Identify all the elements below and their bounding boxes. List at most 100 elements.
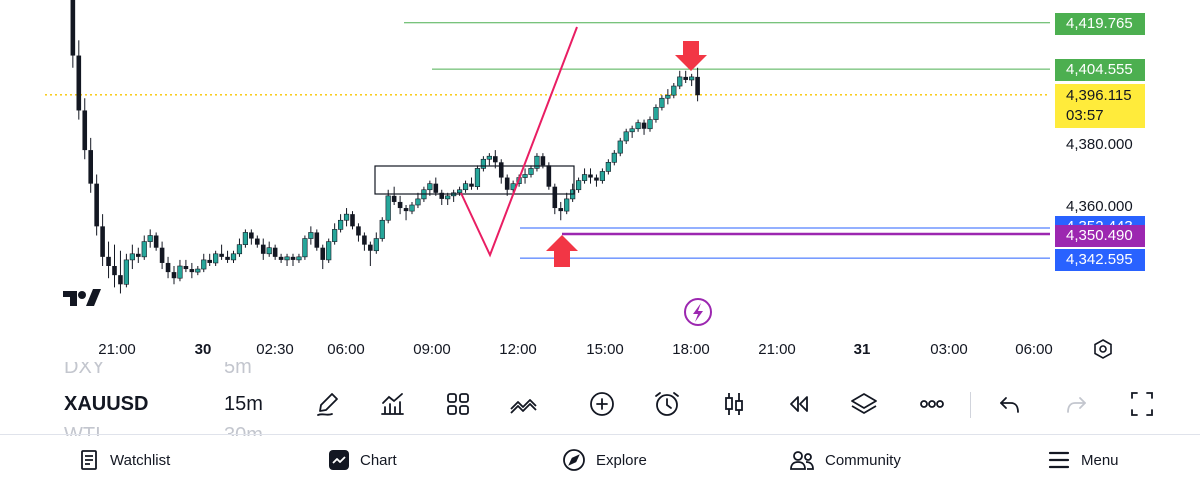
price-tag[interactable]: 4,350.490 [1055,225,1145,247]
symbol-picker[interactable]: DXY 5m XAUUSD 15m WTI 30m [48,362,318,436]
time-label: 21:00 [758,341,796,358]
candle-down [368,244,373,251]
nav-explore[interactable]: Explore [562,435,647,485]
nav-menu[interactable]: Menu [1047,435,1119,485]
candle-up [427,183,433,191]
price-label-4380: 4,380.000 [1066,136,1133,153]
candle-up [611,152,617,163]
candle-down [695,76,700,96]
candlesticks [70,0,700,294]
candle-up [445,195,451,200]
indicators-icon [381,393,404,415]
price-tag[interactable]: 4,419.765 [1055,13,1145,35]
candle-down [320,247,326,260]
candle-down [189,269,195,273]
candle-down [225,256,230,260]
candle-up [373,238,379,252]
candle-up [147,235,153,242]
candle-up [617,140,623,154]
templates-button[interactable] [436,382,480,426]
candle-down [100,226,105,257]
candle-up [123,259,129,285]
time-label: 15:00 [586,341,624,358]
layers-button[interactable] [842,382,886,426]
symbol-row-prev[interactable]: DXY 5m [64,362,252,379]
alarm-icon [655,392,679,416]
replay-button[interactable] [776,382,820,426]
candle-up [534,155,540,169]
symbol-row-current[interactable]: XAUUSD 15m [64,393,263,416]
undo-icon [1000,397,1019,413]
candle-up [635,122,641,130]
candle-down [683,76,688,80]
chart-type-button[interactable] [712,382,756,426]
candle-down [183,266,189,270]
more-button[interactable] [910,382,954,426]
candle-down [118,275,123,285]
candle-down [397,201,403,209]
candle-up [195,268,201,273]
candle-up [671,85,677,96]
chart-area[interactable]: 4,419.7654,404.5554,396.11503:574,352.44… [0,0,1200,368]
time-label: 09:00 [413,341,451,358]
trend-line [460,26,578,258]
candle-down [558,208,564,212]
candle-up [141,241,147,258]
more-icon [920,400,944,408]
redo-icon [1067,397,1086,413]
candle-up [665,94,671,99]
alert-button[interactable] [645,382,689,426]
draw-tool-button[interactable] [306,382,350,426]
compare-button[interactable] [502,382,546,426]
fullscreen-button[interactable] [1120,382,1164,426]
add-button[interactable] [580,382,624,426]
time-label: 21:00 [98,341,136,358]
candle-up [659,97,665,108]
candle-up [385,195,391,221]
symbol-name: XAUUSD [64,393,149,415]
candle-down [498,162,504,178]
candle-down [403,208,409,212]
candle-down [207,259,212,263]
layers-icon [851,393,877,414]
undo-button[interactable] [988,382,1032,426]
price-tag-value: 4,396.115 [1066,87,1132,104]
candle-down [249,232,254,239]
price-tag[interactable]: 4,396.115 03:57 [1055,84,1145,128]
candle-up [456,189,463,194]
candle-down [153,235,159,248]
pencil-icon [317,393,338,416]
price-chart[interactable] [0,0,1200,368]
candle-up [409,204,415,212]
candle-up [522,174,528,178]
candle-up [486,155,492,160]
candle-down [290,256,296,260]
nav-chart[interactable]: Chart [328,435,397,485]
nav-label: Explore [596,451,647,469]
indicators-button[interactable] [370,382,414,426]
nav-label: Community [825,451,901,469]
price-tag[interactable]: 4,404.555 [1055,59,1145,81]
candle-down [356,226,361,236]
candle-down [94,183,99,227]
candle-down [588,174,593,178]
nav-label: Watchlist [110,451,171,469]
candle-up [629,128,635,133]
candle-up [296,256,302,261]
settings-hexagon-icon[interactable] [1092,338,1114,360]
candle-down [159,247,165,263]
candle-down [171,272,177,279]
candle-down [70,0,76,56]
candles-icon [725,393,743,415]
symbol-timeframe: 30m [224,424,263,436]
candle-up [284,256,290,261]
price-tag[interactable]: 4,342.595 [1055,249,1145,271]
nav-community[interactable]: Community [789,435,901,485]
candle-up [379,219,385,239]
tradingview-logo [63,289,101,306]
nav-watchlist[interactable]: Watchlist [78,435,170,485]
time-label: 18:00 [672,341,710,358]
redo-button[interactable] [1054,382,1098,426]
symbol-row-next[interactable]: WTI 30m [64,424,263,436]
grid-icon [447,393,469,415]
